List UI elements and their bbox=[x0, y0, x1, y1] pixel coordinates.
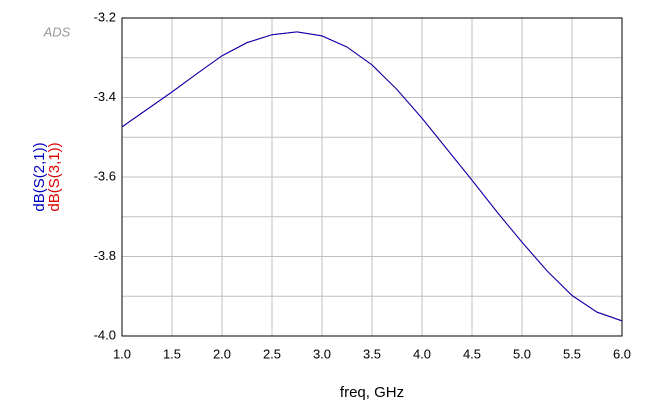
y-tick-label: -3.4 bbox=[94, 89, 116, 104]
x-tick-label: 1.0 bbox=[113, 346, 131, 361]
x-tick-label: 5.0 bbox=[513, 346, 531, 361]
y-tick-label: -3.2 bbox=[94, 9, 116, 24]
y-tick-label: -3.6 bbox=[94, 168, 116, 183]
x-tick-label: 3.5 bbox=[363, 346, 381, 361]
x-tick-label: 6.0 bbox=[613, 346, 631, 361]
y-tick-label: -3.8 bbox=[94, 248, 116, 263]
x-tick-label: 4.5 bbox=[463, 346, 481, 361]
x-tick-label: 5.5 bbox=[563, 346, 581, 361]
watermark: ADS bbox=[43, 24, 71, 39]
x-tick-label: 1.5 bbox=[163, 346, 181, 361]
y-axis-label: dB(S(3,1)) bbox=[46, 142, 63, 211]
series-line bbox=[121, 31, 623, 322]
y-tick-label: -4.0 bbox=[94, 327, 116, 342]
x-tick-label: 2.5 bbox=[263, 346, 281, 361]
x-axis-label: freq, GHz bbox=[340, 384, 404, 401]
x-tick-label: 2.0 bbox=[213, 346, 231, 361]
x-tick-label: 3.0 bbox=[313, 346, 331, 361]
y-axis-label: dB(S(2,1)) bbox=[31, 142, 48, 211]
plot-frame bbox=[121, 17, 623, 337]
x-tick-label: 4.0 bbox=[413, 346, 431, 361]
